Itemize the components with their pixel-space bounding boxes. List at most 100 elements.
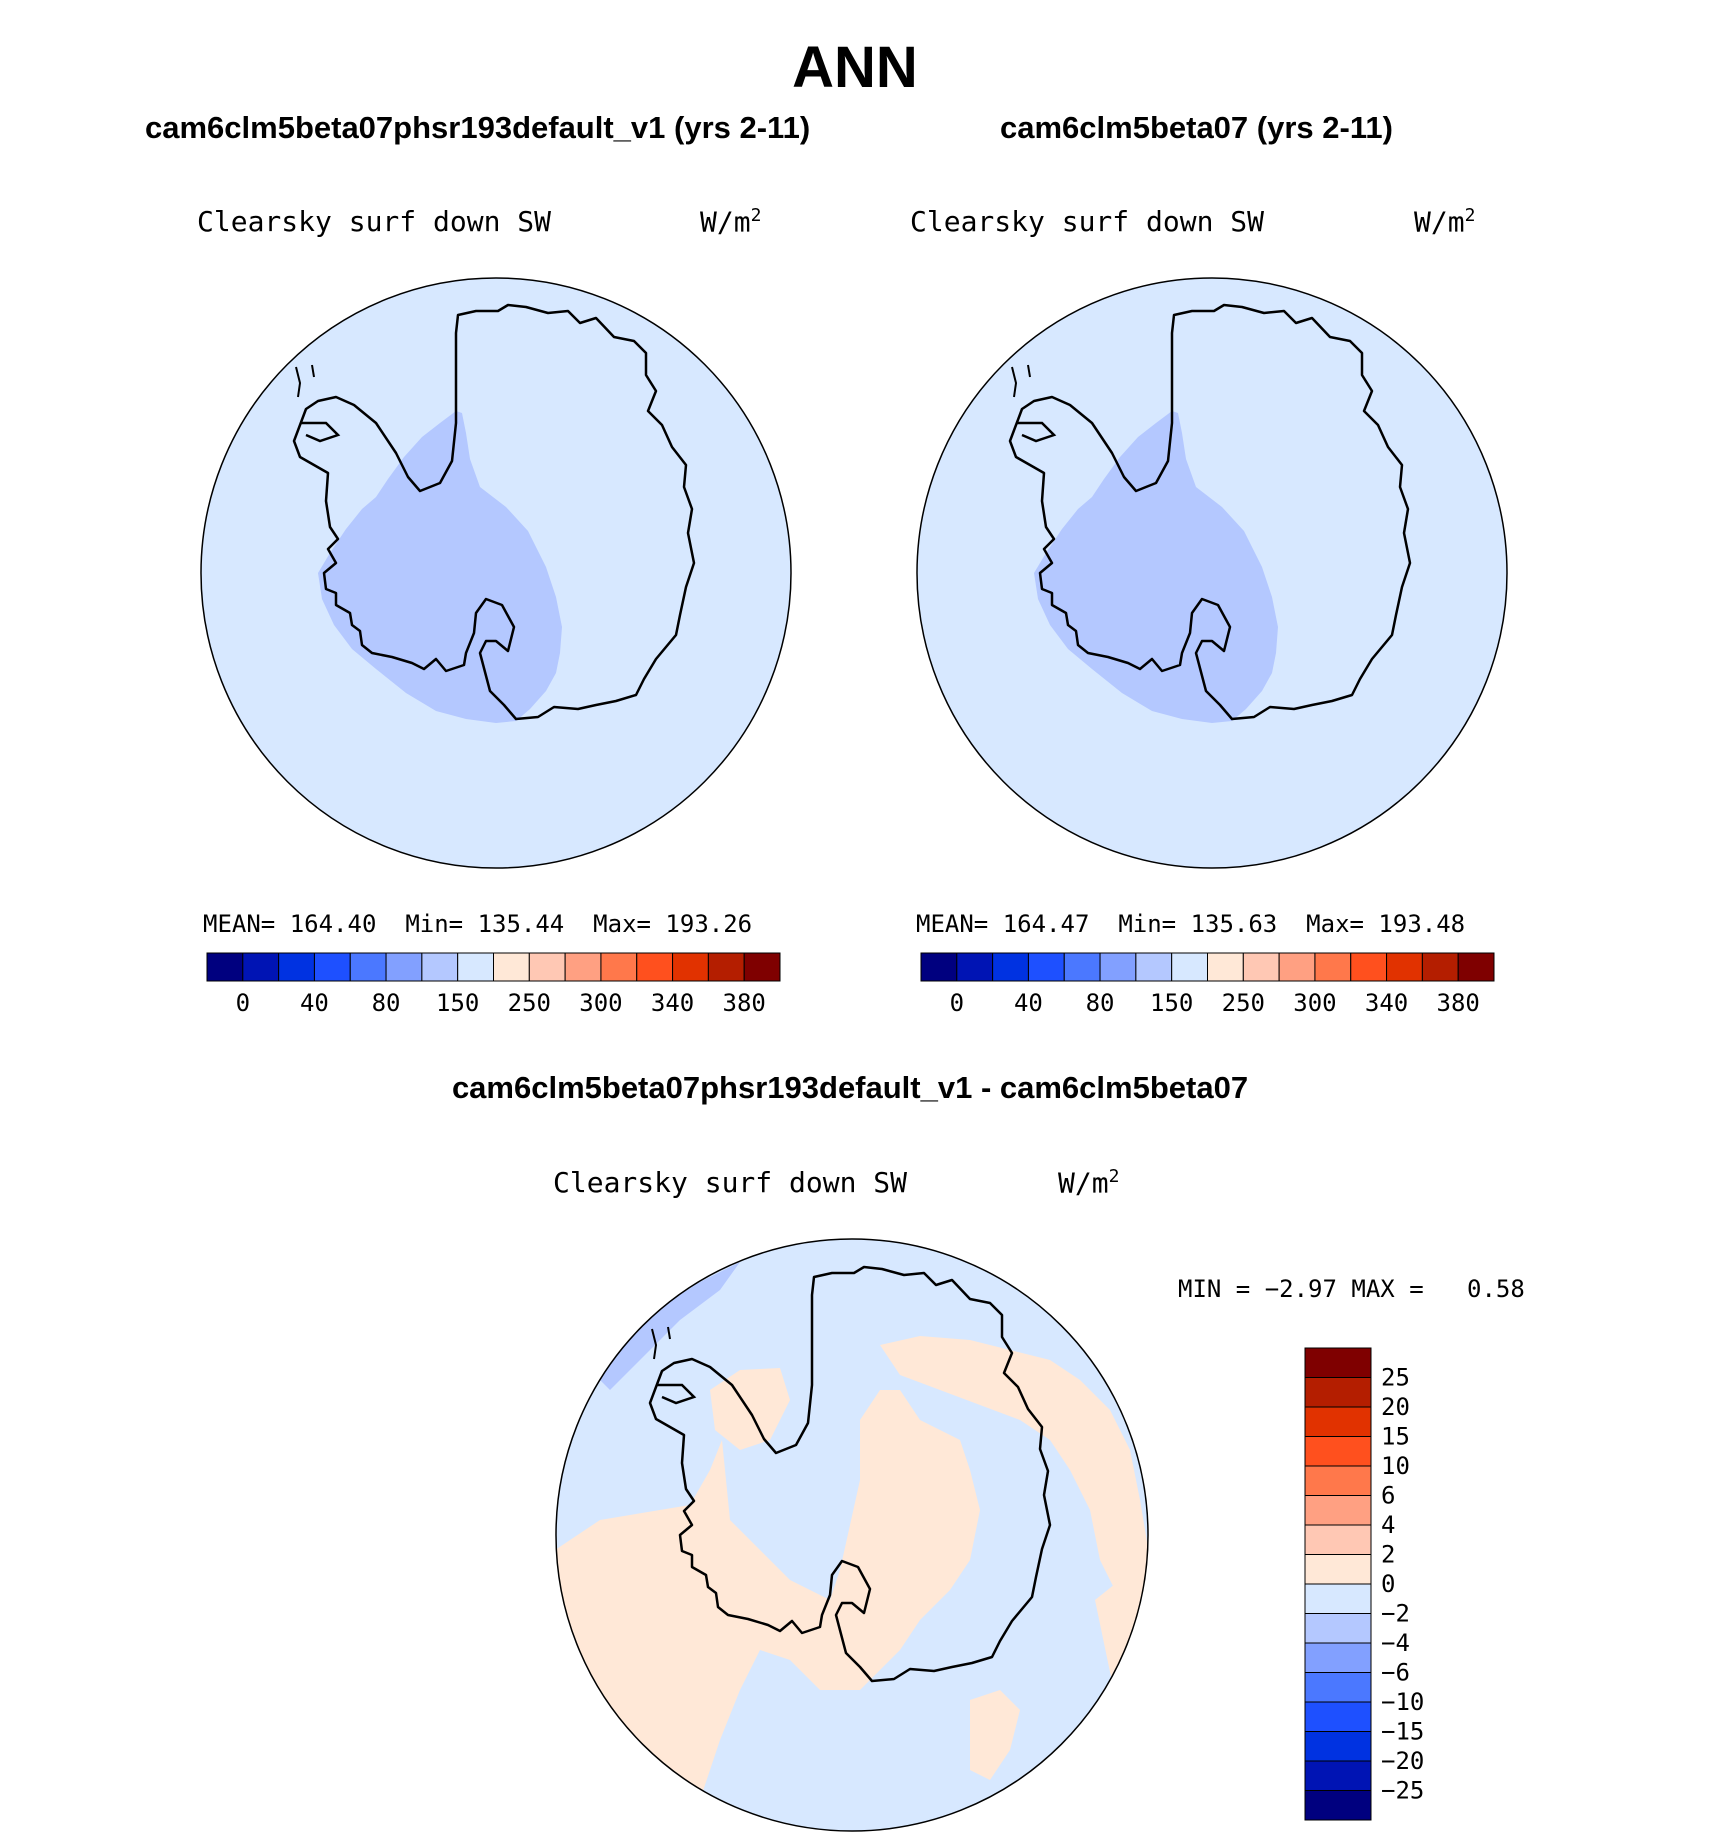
panel-1-colorbar-swatch-1 — [242, 952, 280, 982]
diff-colorbar-swatch-1 — [1304, 1377, 1372, 1408]
panel-1-mean-label: MEAN= — [203, 910, 276, 938]
panel-2-colorbar-tick-label: 150 — [1150, 989, 1193, 1017]
panel-2-colorbar-swatch-14 — [1421, 952, 1459, 982]
diff-colorbar-swatch-3 — [1304, 1436, 1372, 1467]
panel-1-colorbar-swatch-8 — [493, 952, 530, 982]
panel-1-colorbar-tick-label: 40 — [300, 989, 329, 1017]
panel-2-colorbar-swatch-4 — [1063, 952, 1101, 982]
diff-colorbar-swatch-0 — [1304, 1347, 1372, 1378]
diff-region-positive-bottom-right — [970, 1690, 1020, 1780]
panel-1-colorbar-swatch-10 — [564, 952, 602, 982]
panel-2-colorbar-swatch-12 — [1350, 952, 1388, 982]
diff-colorbar-swatch-13 — [1304, 1731, 1372, 1762]
panel-1-colorbar-tick-label: 250 — [508, 989, 551, 1017]
panel-1-max: 193.26 — [665, 910, 753, 938]
diff-colorbar-swatch-6 — [1304, 1524, 1372, 1555]
panel-2-colorbar-swatch-3 — [1027, 952, 1065, 982]
panel-2-mean: 164.47 — [1002, 910, 1090, 938]
panel-2-colorbar-swatch-7 — [1171, 952, 1208, 982]
diff-min: −2.97 — [1264, 1275, 1337, 1303]
panel-2-field-name: Clearsky surf down SW — [910, 205, 1265, 238]
diff-colorbar-tick-label: −20 — [1381, 1747, 1424, 1775]
panel-2-colorbar-tick-label: 0 — [950, 989, 964, 1017]
page-title: ANN — [792, 35, 918, 100]
panel-1-map — [201, 278, 791, 868]
panel-2-max: 193.48 — [1378, 910, 1466, 938]
panel-2-colorbar-tick-label: 40 — [1014, 989, 1043, 1017]
panel-1-map-border — [200, 277, 792, 869]
panel-2-colorbar-tick-label: 80 — [1086, 989, 1115, 1017]
diff-colorbar-tick-label: 4 — [1381, 1511, 1395, 1539]
panel-1-colorbar-swatch-3 — [313, 952, 351, 982]
diff-colorbar-swatch-10 — [1304, 1642, 1372, 1673]
panel-1-colorbar-swatch-2 — [278, 952, 315, 982]
panel-1-colorbar-swatch-4 — [349, 952, 387, 982]
panel-2-colorbar-swatch-0 — [920, 952, 958, 982]
panel-1-colorbar-tick-label: 0 — [236, 989, 250, 1017]
diff-region-positive-top-right — [880, 1336, 1148, 1600]
panel-2-colorbar: 0 40 80 150 250 300 340 380 — [920, 952, 1495, 1017]
panel-1-title: cam6clm5beta07phsr193default_v1 (yrs 2-1… — [145, 110, 811, 145]
diff-colorbar-tick-label: −15 — [1381, 1718, 1424, 1746]
diff-colorbar-tick-label: 10 — [1381, 1452, 1410, 1480]
diff-colorbar-swatch-7 — [1304, 1554, 1372, 1585]
diff-colorbar-swatch-15 — [1304, 1790, 1372, 1821]
panel-2-colorbar-swatch-8 — [1207, 952, 1244, 982]
panel-1-colorbar: 0 40 80 150 250 300 340 380 — [206, 952, 781, 1017]
panel-1-min: 135.44 — [477, 910, 565, 938]
panel-1-colorbar-tick-label: 300 — [579, 989, 622, 1017]
diff-min-label: MIN = — [1178, 1275, 1251, 1303]
panel-2-colorbar-swatch-9 — [1242, 952, 1280, 982]
panel-2-colorbar-swatch-13 — [1386, 952, 1423, 982]
diff-colorbar-swatch-9 — [1304, 1613, 1372, 1644]
diff-map — [556, 1239, 1148, 1831]
panel-1-max-label: Max= — [593, 910, 651, 938]
diff-colorbar-tick-label: 0 — [1381, 1570, 1395, 1598]
diff-colorbar-tick-label: 2 — [1381, 1541, 1395, 1569]
panel-1-mean: 164.40 — [289, 910, 377, 938]
panel-2-colorbar-tick-label: 340 — [1365, 989, 1408, 1017]
panel-1-colorbar-swatch-14 — [707, 952, 745, 982]
panel-1-colorbar-swatch-6 — [421, 952, 459, 982]
diff-colorbar-swatch-14 — [1304, 1760, 1372, 1791]
panel-2-stats: MEAN= 164.47 Min= 135.63 Max= 193.48 — [916, 910, 1465, 938]
diff-region-positive-main — [556, 1390, 980, 1831]
diff-max: 0.58 — [1467, 1275, 1525, 1303]
diff-map-border — [555, 1238, 1149, 1832]
panel-2-map-border — [916, 277, 1508, 869]
diff-colorbar-swatch-12 — [1304, 1701, 1372, 1732]
diff-region-negative-strong — [600, 1262, 740, 1390]
panel-2-mean-label: MEAN= — [916, 910, 989, 938]
panel-2-title: cam6clm5beta07 (yrs 2-11) — [1000, 110, 1393, 145]
panel-2-colorbar-swatch-10 — [1278, 952, 1316, 982]
diff-units: W/m2 — [1058, 1166, 1120, 1200]
diff-colorbar-tick-label: 15 — [1381, 1423, 1410, 1451]
panel-2-max-label: Max= — [1306, 910, 1364, 938]
diff-field-name: Clearsky surf down SW — [553, 1166, 908, 1199]
diff-colorbar-tick-label: −25 — [1381, 1777, 1424, 1805]
diff-colorbar-tick-label: 6 — [1381, 1482, 1395, 1510]
diff-colorbar-tick-label: −6 — [1381, 1659, 1410, 1687]
panel-2-colorbar-swatch-1 — [956, 952, 994, 982]
panel-2-colorbar-swatch-11 — [1314, 952, 1352, 982]
diff-colorbar-swatch-5 — [1304, 1495, 1372, 1526]
panel-1-colorbar-swatch-5 — [385, 952, 423, 982]
panel-1-colorbar-swatch-12 — [636, 952, 674, 982]
panel-1-colorbar-tick-label: 80 — [372, 989, 401, 1017]
panel-1-colorbar-swatch-9 — [528, 952, 566, 982]
diff-colorbar-tick-label: 25 — [1381, 1364, 1410, 1392]
panel-1-colorbar-swatch-15 — [743, 952, 781, 982]
panel-2-map — [917, 278, 1507, 868]
panel-1-field-name: Clearsky surf down SW — [197, 205, 552, 238]
panel-1-units: W/m2 — [700, 205, 762, 239]
panel-2-min-label: Min= — [1118, 910, 1177, 938]
diff-colorbar-swatch-4 — [1304, 1465, 1372, 1496]
diff-colorbar-tick-label: −4 — [1381, 1629, 1410, 1657]
panel-1-colorbar-tick-label: 340 — [651, 989, 694, 1017]
panel-2-colorbar-swatch-2 — [992, 952, 1029, 982]
panel-2-units: W/m2 — [1414, 205, 1476, 239]
panel-2-colorbar-tick-label: 380 — [1437, 989, 1480, 1017]
diff-stats: MIN = −2.97 MAX = 0.58 — [1178, 1275, 1525, 1303]
